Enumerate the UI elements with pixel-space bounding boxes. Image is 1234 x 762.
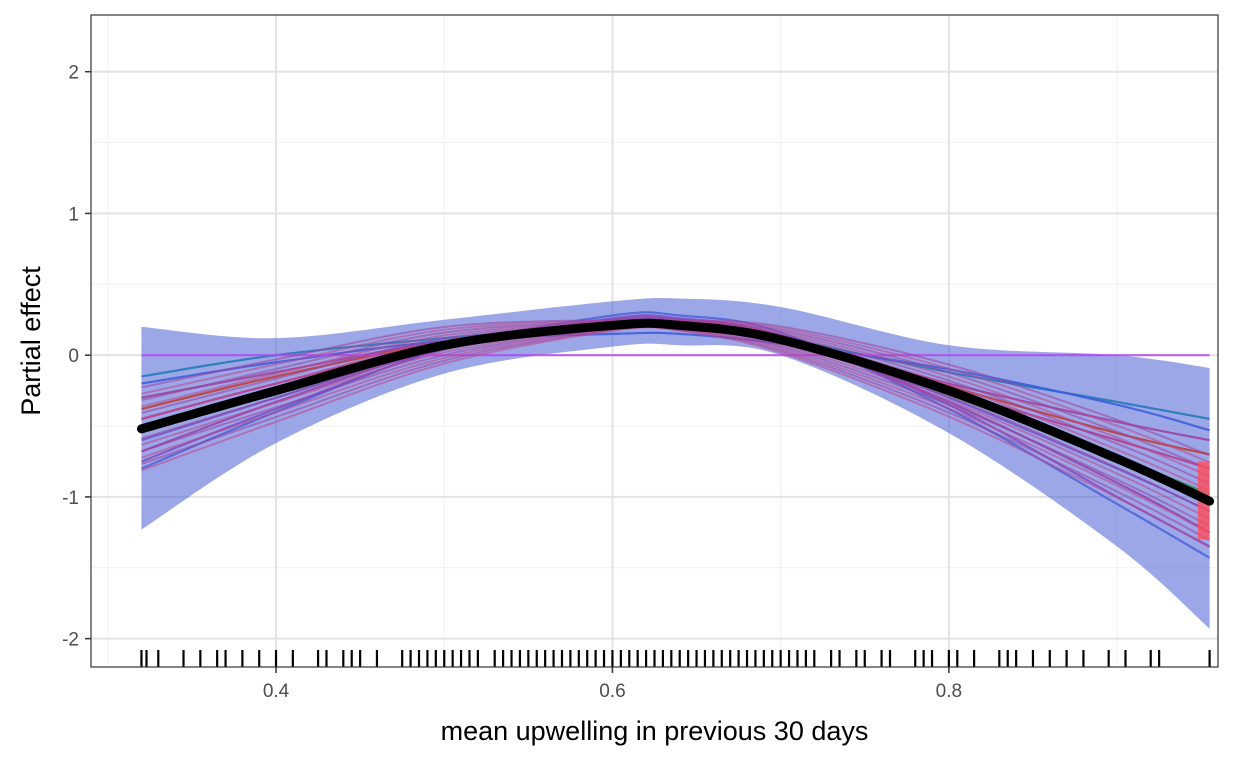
y-axis-title: Partial effect	[16, 266, 46, 416]
axis-layer: 0.4 0.6 0.8 -2 -1 0 1 2	[62, 63, 962, 702]
x-tick-label: 0.8	[936, 681, 962, 702]
fitted-line-layer	[136, 318, 1215, 506]
panel-border	[90, 14, 1219, 668]
x-tick-label: 0.4	[263, 681, 290, 702]
x-tick-label: 0.6	[599, 681, 625, 702]
y-tick-label: 0	[68, 346, 79, 367]
confidence-band	[141, 298, 1210, 629]
rug-layer	[140, 650, 1211, 667]
fitted-line	[136, 318, 1215, 506]
confidence-band-layer	[141, 298, 1210, 629]
y-tick-label: -2	[62, 630, 79, 651]
y-tick-label: 2	[68, 63, 79, 84]
y-tick-label: -1	[62, 488, 79, 509]
y-tick-label: 1	[68, 204, 79, 225]
x-axis-title: mean upwelling in previous 30 days	[441, 716, 869, 746]
bootstrap-line	[141, 318, 1210, 457]
